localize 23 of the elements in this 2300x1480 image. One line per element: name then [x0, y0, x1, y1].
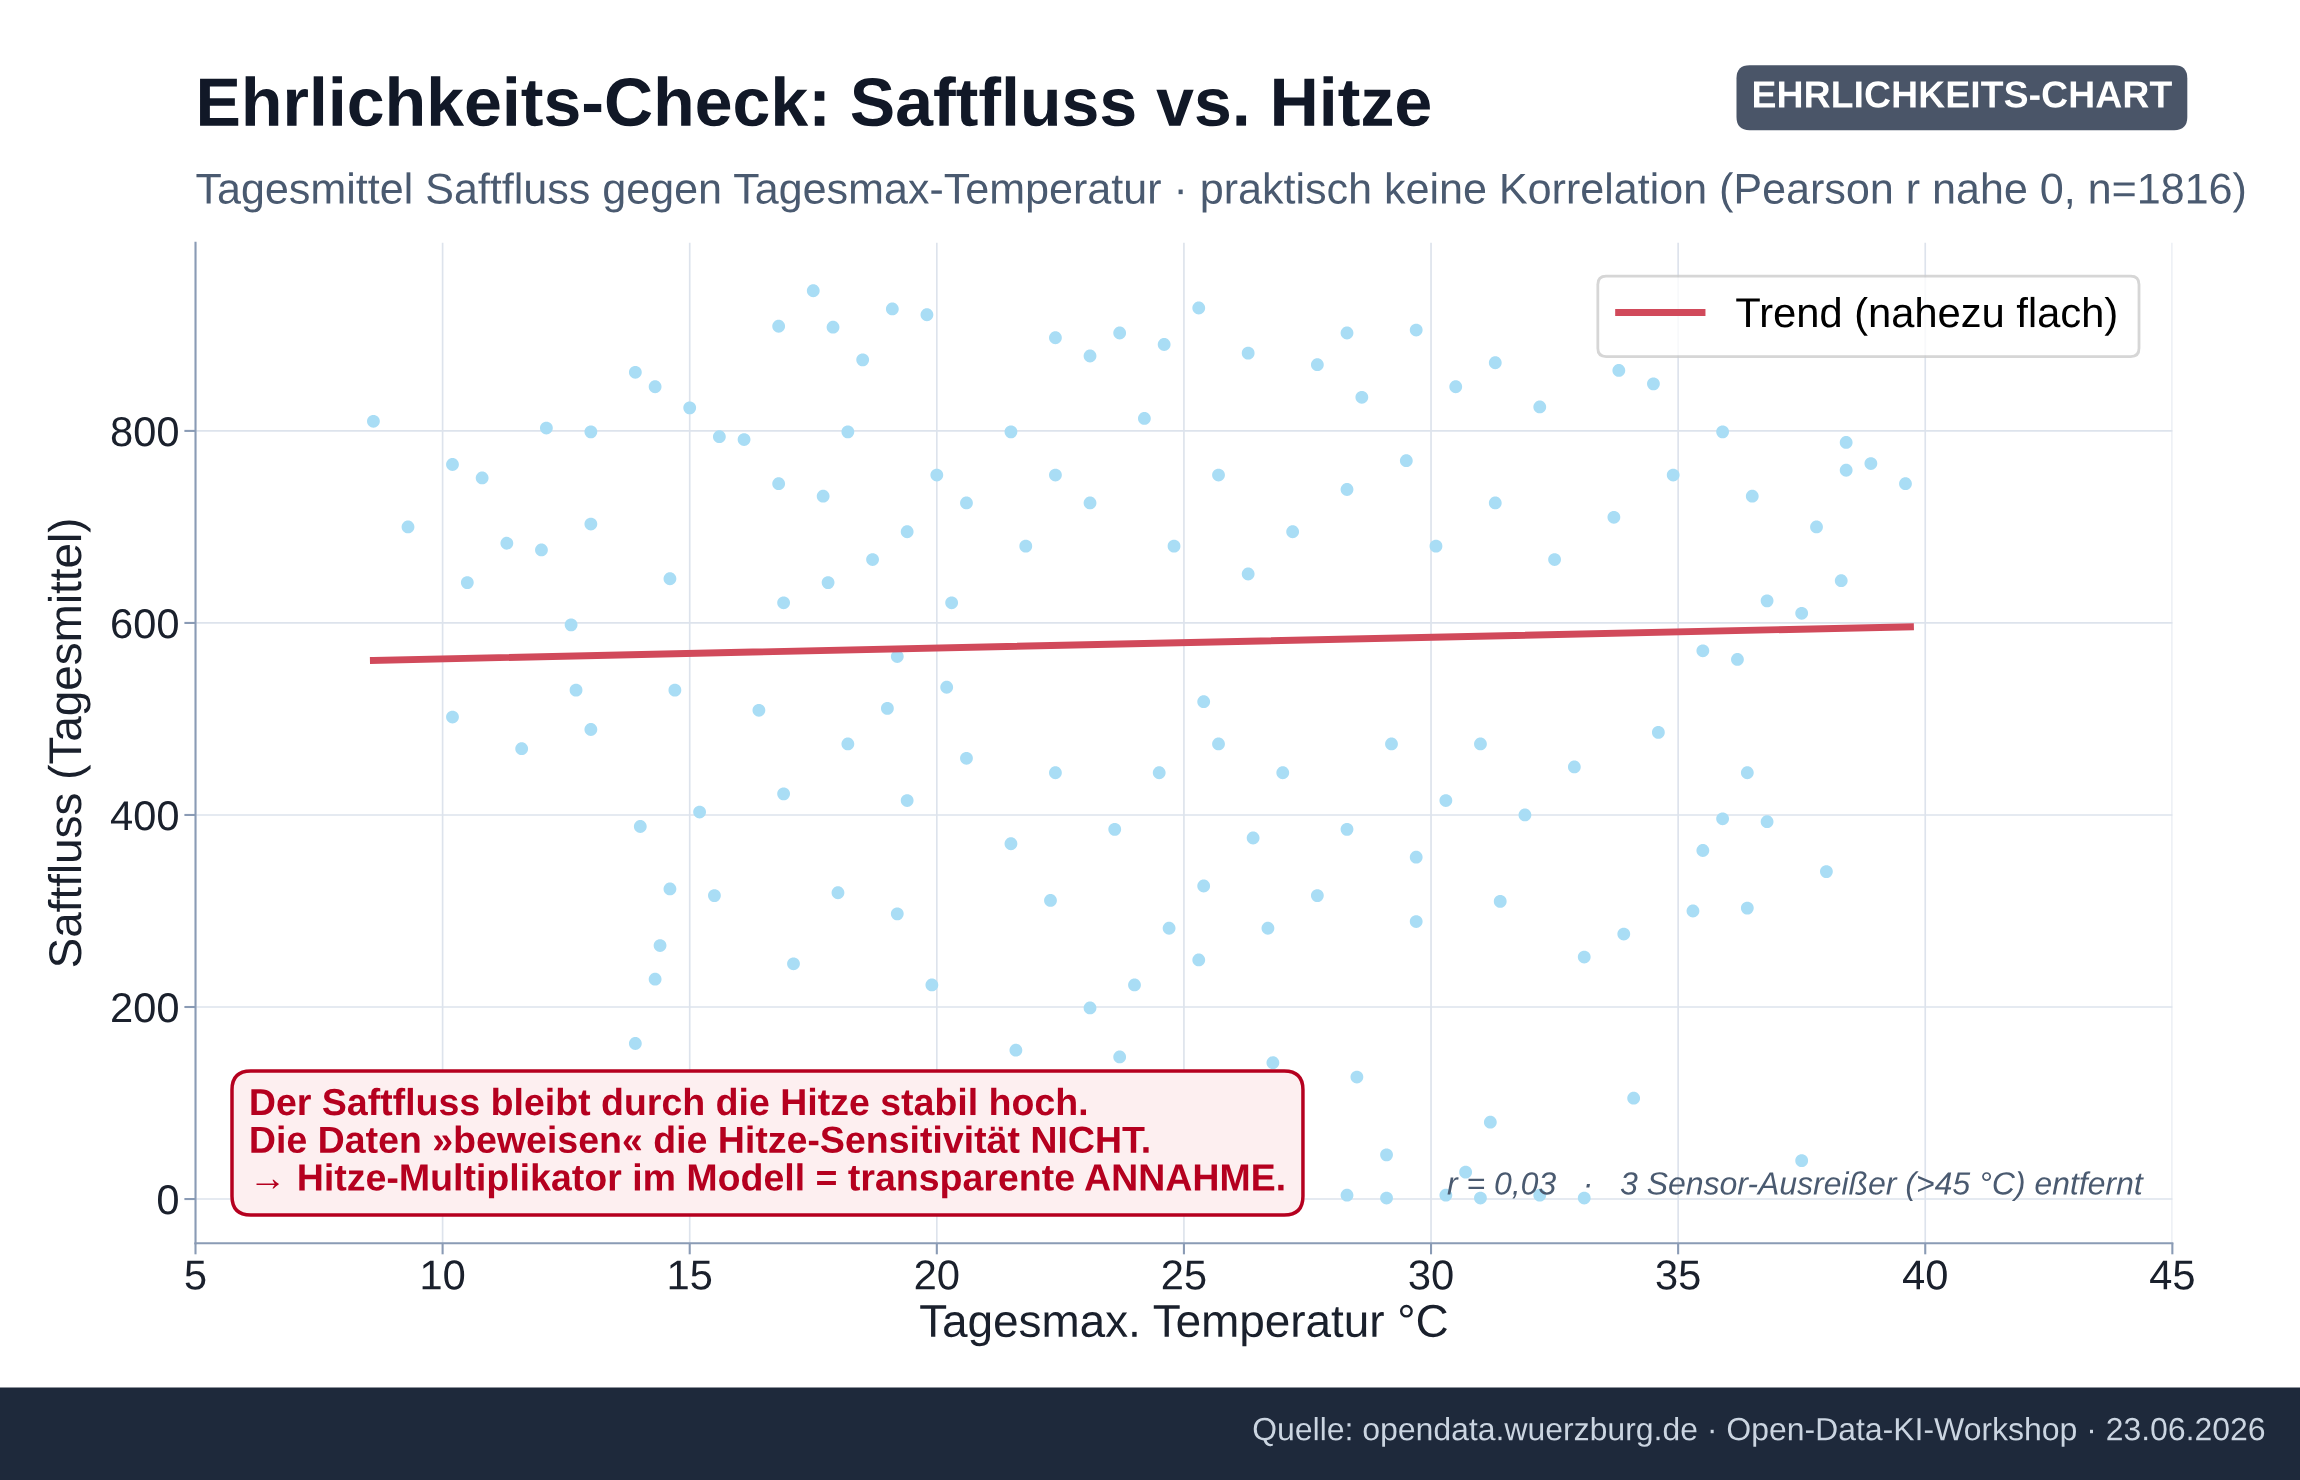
y-tick-label: 200 [112, 993, 178, 1023]
y-axis-title: Saftfluss (Tagesmittel) [47, 520, 91, 967]
chart-subtitle: Tagesmittel Saftfluss gegen Tagesmax-Temperatur · praktisch keine Korrelation (Pearson r nahe 0, n=1816) [196, 172, 2245, 213]
x-tick-label: 45 [2150, 1260, 2194, 1290]
x-tick-label: 25 [1162, 1260, 1206, 1290]
y-tick-label: 400 [110, 800, 178, 831]
y-tick-label: 800 [111, 416, 178, 447]
x-axis-title: Tagesmax. Temperatur °C [920, 1304, 1447, 1347]
text: EHRLICHKEITS-CHART [1754, 81, 2172, 108]
x-tick-label: 20 [915, 1260, 959, 1290]
x-tick-label: 15 [669, 1260, 712, 1290]
y-tick-label: 600 [112, 608, 178, 639]
annotation: Der Saftfluss bleibt durch die Hitze stabil hoch. Die Daten »beweisen« die Hitze-Sensitivität NICHT. → Hitze-Multiplikator im Modell = transparente ANNAHME. [251, 1087, 1284, 1199]
x-tick-label: 10 [422, 1260, 465, 1290]
chart-title: Ehrlichkeits-Check: Saftfluss vs. Hitze [200, 76, 1430, 127]
x-tick-label: 35 [1656, 1260, 1700, 1290]
x-tick-label: 5 [185, 1260, 206, 1290]
x-tick-label: 40 [1903, 1260, 1947, 1290]
x-tick-label: 30 [1409, 1260, 1453, 1290]
y-tick-label: 0 [157, 1185, 178, 1215]
annotation: r = 0,03 · 3 Sensor-Ausreißer (>45 °C) entfernt [1447, 1171, 2144, 1202]
source-note: Quelle: opendata.wuerzburg.de · Open-Data-KI-Workshop · 23.06.2026 [1253, 1417, 2265, 1447]
legend-label: Trend (nahezu flach) [1736, 296, 2116, 336]
